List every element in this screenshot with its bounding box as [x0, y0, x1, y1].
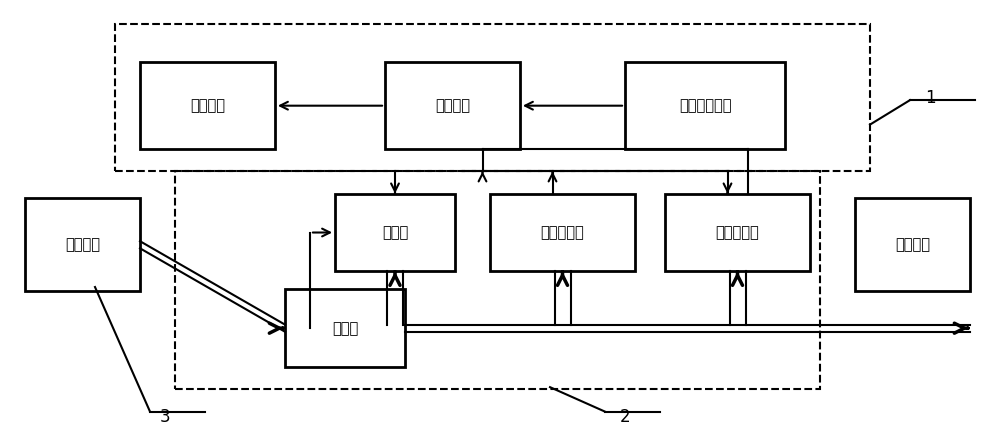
Bar: [140, 62, 275, 149]
Bar: [175, 171, 820, 389]
Text: 测控模块: 测控模块: [435, 98, 470, 113]
Text: 1: 1: [925, 89, 936, 107]
Text: 压力传感器: 压力传感器: [541, 225, 584, 240]
Bar: [115, 24, 870, 171]
Bar: [335, 194, 455, 271]
Bar: [665, 194, 810, 271]
Bar: [285, 289, 405, 367]
Text: 放气阀: 放气阀: [382, 225, 408, 240]
Text: 键盘输入模块: 键盘输入模块: [679, 98, 731, 113]
Bar: [25, 198, 140, 291]
Text: 显示模块: 显示模块: [190, 98, 225, 113]
Bar: [385, 62, 520, 149]
Bar: [855, 198, 970, 291]
Bar: [625, 62, 785, 149]
Bar: [490, 194, 635, 271]
Text: 2: 2: [620, 408, 631, 426]
Text: 3: 3: [160, 408, 171, 426]
Text: 进气阀: 进气阀: [332, 321, 358, 336]
Text: 高压气源: 高压气源: [65, 237, 100, 252]
Text: 温度传感器: 温度传感器: [716, 225, 759, 240]
Text: 被测容器: 被测容器: [895, 237, 930, 252]
